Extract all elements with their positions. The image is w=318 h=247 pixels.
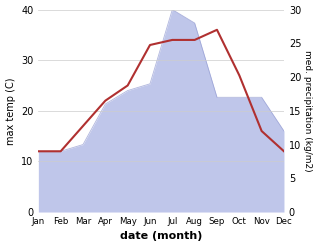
- Y-axis label: med. precipitation (kg/m2): med. precipitation (kg/m2): [303, 50, 313, 172]
- Y-axis label: max temp (C): max temp (C): [5, 77, 16, 144]
- X-axis label: date (month): date (month): [120, 231, 202, 242]
